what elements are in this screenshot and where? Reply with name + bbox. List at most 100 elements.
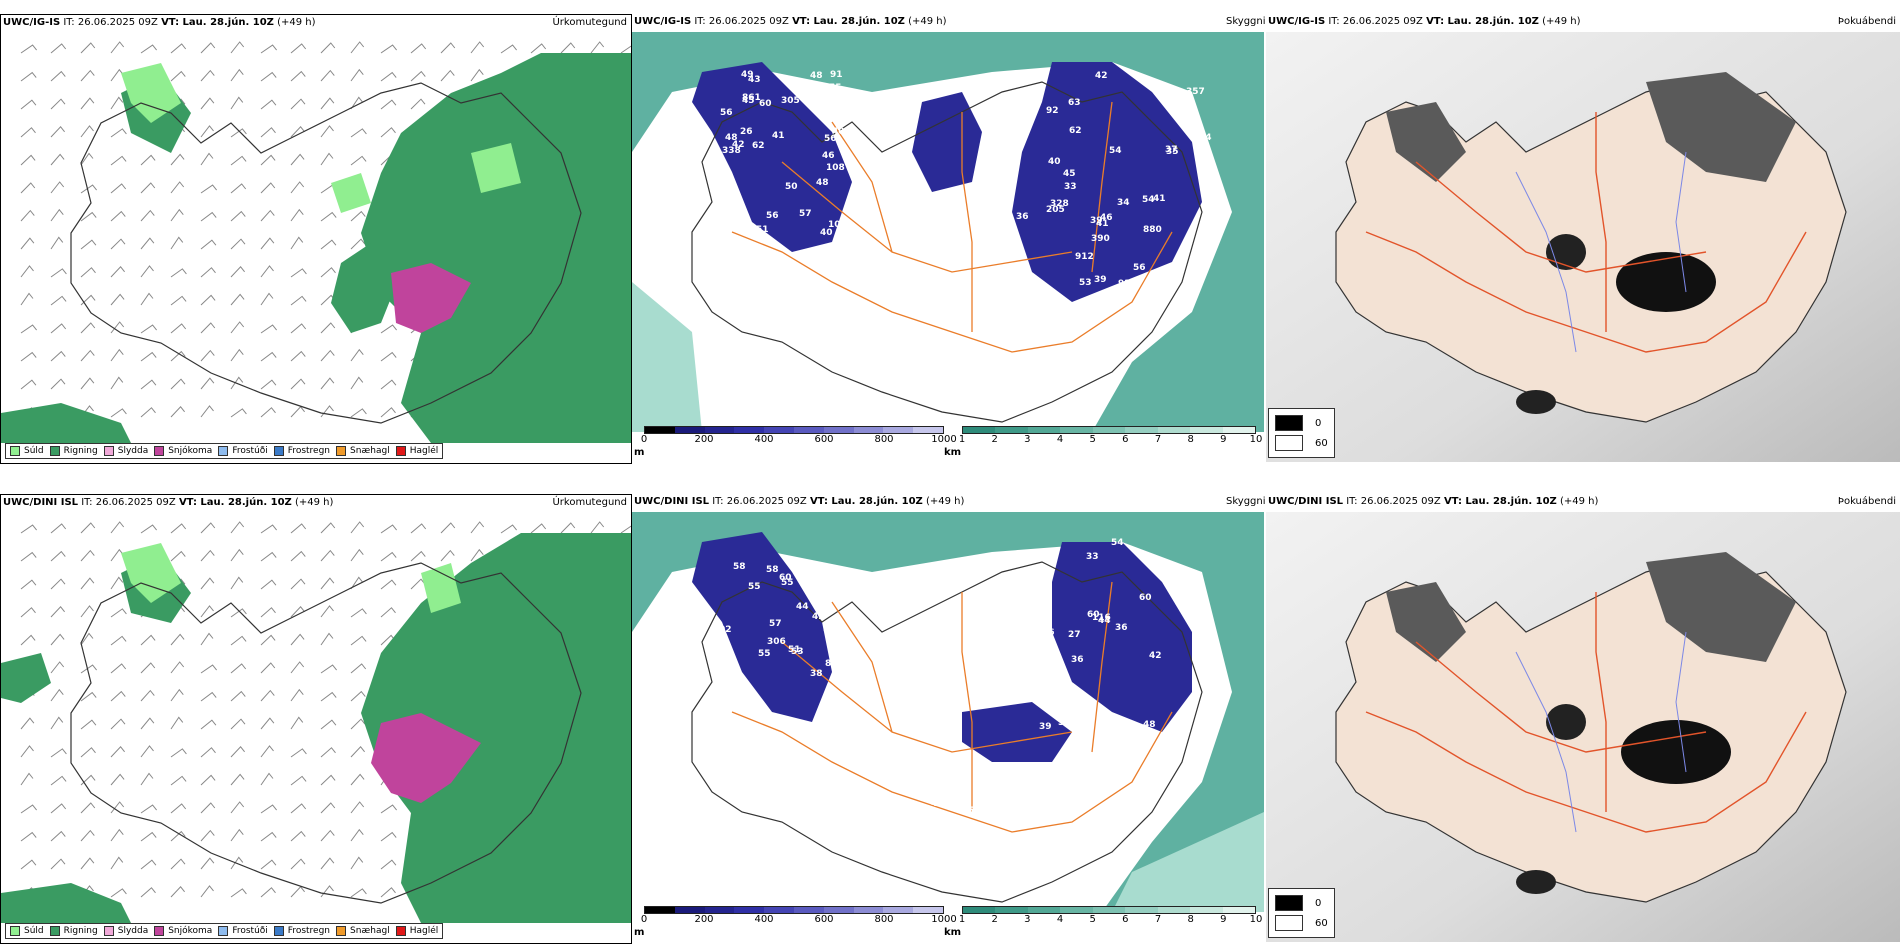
cloud-top-label: 880 [1143,225,1162,235]
cloud-top-label: 60 [1087,610,1100,620]
wind-barb [350,41,365,54]
colorbar-tick: 400 [754,434,774,445]
wind-barb [140,745,154,758]
legend-item: Frostregn [273,926,330,936]
wind-barb [50,181,65,194]
wind-barb [380,859,397,870]
visibility-colorbar: 1 2 3 4 5 6 7 8 9 10 [959,906,1262,926]
cloud-top-label: 56 [1133,263,1146,273]
cloud-top-label: 51 [756,225,769,235]
wind-barb [80,42,96,54]
wind-barb [320,42,336,54]
wind-barb [290,126,305,138]
wind-barb [230,68,244,82]
cloud-top-label: 40 [832,127,845,137]
wind-barb [20,292,34,306]
wind-barb [140,265,154,278]
wind-barb [170,153,185,166]
legend-item: Rigning [49,926,98,936]
panel-title: UWC/IG-IS IT: 26.06.2025 09Z VT: Lau. 28… [634,16,947,27]
colorbar-segment [995,907,1028,913]
wind-barb [620,45,631,54]
cloud-top-label: 02 [719,625,732,635]
wind-barb [260,607,276,618]
wind-barb [200,377,215,390]
cloud-top-label: 107 [828,220,847,230]
colorbar-tick: 800 [874,434,894,445]
wind-barb [320,605,334,618]
wind-barb [350,663,367,674]
wind-barb [350,348,364,362]
cloud-top-label: 35 [1166,147,1179,157]
height-colorbar: 0 200 400 600 800 1000 [641,426,957,446]
cloud-top-label: 39 [1039,722,1052,732]
cloud-top-label: 54 [1111,538,1124,548]
legend-swatch [103,446,114,456]
wind-barb [110,888,127,898]
clouds-map: 4135734274545493833414840566235639243449… [632,32,1264,432]
wind-barb [20,237,35,250]
wind-barb [380,551,397,562]
wind-barb [350,408,367,418]
wind-barb [320,69,335,82]
wind-barb [110,548,124,562]
wind-barb [320,829,335,842]
wind-barb [350,96,364,110]
wind-barb [50,661,65,674]
wind-barb [230,773,245,786]
wind-barb [80,377,95,390]
colorbar-segment [1060,427,1093,433]
wind-barb [500,44,517,54]
wind-barb [350,376,364,390]
wind-barb [260,324,277,334]
wind-barb [200,69,215,82]
cloud-top-label: 46 [1042,628,1055,638]
cloud-top-label: 97 [798,80,811,90]
cloud-top-label: 44 [1098,616,1111,626]
wind-barb [470,521,485,534]
wind-barb [200,405,214,418]
wind-barb [590,521,605,534]
cloud-top-label: 55 [1101,757,1114,767]
cloud-top-label: 116 [1092,613,1111,623]
wind-barb [170,181,185,194]
legend-item: Haglél [395,926,438,936]
wind-barb [80,747,96,758]
colorbar-segment [913,427,943,433]
road-network [731,101,1173,353]
wind-barb [230,888,247,898]
cloud-top-label: 45 [715,188,728,198]
wind-barb [290,803,307,814]
cloud-top-labels: 4135734274545493833414840566235639243449… [715,70,1212,403]
wind-barb [80,577,95,590]
wind-barb [20,551,37,562]
colorbar-segment [1157,907,1191,913]
wind-barb [260,804,277,814]
clouds-panel-name-row2: Skyggni [1226,496,1266,507]
wind-barb [320,549,335,562]
wind-barb [170,208,184,222]
legend-swatch [395,926,406,936]
wind-barb [320,97,335,110]
legend-item: Snjókoma [154,446,212,456]
colorbar-segment [1125,427,1158,433]
wind-barb [290,523,307,534]
wind-barb [170,295,187,306]
wind-barb [110,608,127,618]
wind-barb [20,127,36,138]
cloud-top-label: 33 [1086,552,1099,562]
wind-barb [200,239,217,250]
colorbar-segment [883,427,914,433]
wind-barb [50,633,65,646]
cloud-top-label: 53 [968,806,981,816]
wind-barb [410,550,426,562]
wind-barb [140,379,157,390]
wind-barb [260,579,277,590]
wind-barb [110,41,125,54]
fog-panel-row2: UWC/DINI ISL IT: 26.06.2025 09Z VT: Lau.… [1266,494,1900,944]
wind-barb [80,664,97,674]
legend-item: Rigning [49,446,98,456]
wind-barb [440,549,455,562]
wind-barb [170,716,184,730]
